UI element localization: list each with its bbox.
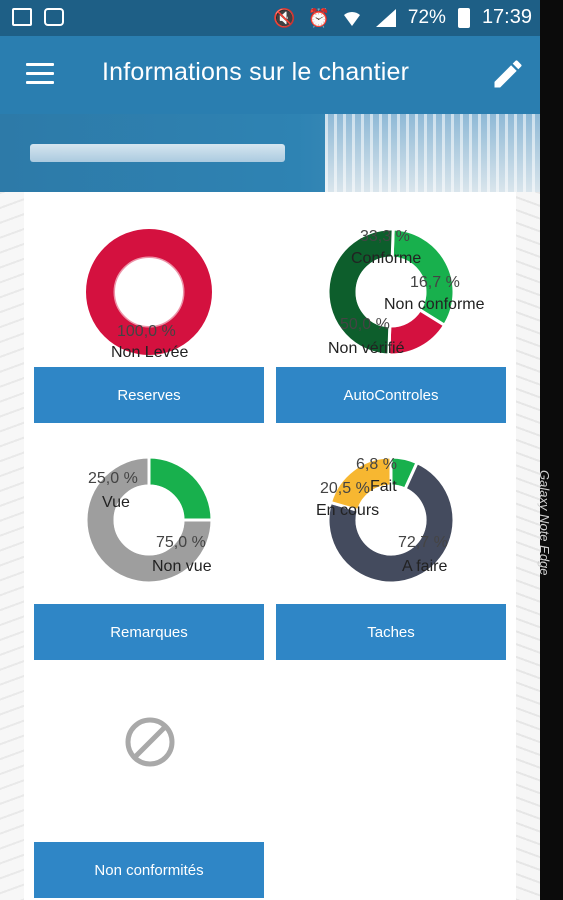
donut-slice-non-lev-e bbox=[86, 229, 212, 355]
banner-building-image bbox=[325, 114, 540, 192]
no-data-icon bbox=[125, 717, 175, 767]
device-edge-label: Galaxy Note Edge bbox=[537, 470, 552, 576]
autocontroles-series-label-2: Non vérifié bbox=[328, 340, 405, 357]
remarques-series-label-0: Vue bbox=[102, 494, 130, 511]
tile-remarques: 25,0 % Vue 75,0 % Non vue Remarques bbox=[34, 430, 264, 660]
taches-value-label-1: 72,7 % bbox=[398, 534, 448, 551]
signal-icon bbox=[375, 8, 396, 27]
gallery-icon bbox=[12, 8, 32, 26]
menu-icon[interactable] bbox=[26, 63, 54, 85]
dashboard-card: 100,0 % Non Levée Reserves 33,3 % Confor… bbox=[24, 192, 516, 900]
autocontroles-value-label-2: 50,0 % bbox=[340, 316, 390, 333]
remarques-value-label-0: 25,0 % bbox=[88, 470, 138, 487]
remarques-series-label-1: Non vue bbox=[152, 558, 212, 575]
autocontroles-donut bbox=[326, 227, 456, 357]
battery-icon bbox=[457, 7, 470, 28]
reserves-button[interactable]: Reserves bbox=[34, 367, 264, 423]
page-title: Informations sur le chantier bbox=[102, 58, 410, 86]
autocontroles-value-label-1: 16,7 % bbox=[410, 274, 460, 291]
taches-series-label-1: A faire bbox=[402, 558, 448, 575]
autocontroles-series-label-0: Conforme bbox=[351, 250, 422, 267]
alarm-icon: ⏰ bbox=[307, 7, 330, 28]
reserves-value-label-0: 100,0 % bbox=[117, 323, 176, 340]
tile-taches: 6,8 % Fait 20,5 % En cours 72,7 % A fair… bbox=[276, 430, 506, 660]
taches-series-label-0: Fait bbox=[370, 478, 397, 495]
remarques-chart: 25,0 % Vue 75,0 % Non vue bbox=[34, 430, 264, 602]
remarques-button[interactable]: Remarques bbox=[34, 604, 264, 660]
status-bar: 🔇 ⏰ 72% 17:39 bbox=[0, 0, 540, 36]
background-sketch-right bbox=[516, 192, 540, 900]
background-sketch-left bbox=[0, 192, 26, 900]
taches-donut bbox=[326, 455, 456, 585]
taches-chart: 6,8 % Fait 20,5 % En cours 72,7 % A fair… bbox=[276, 430, 506, 602]
tile-reserves: 100,0 % Non Levée Reserves bbox=[34, 192, 264, 423]
donut-hole bbox=[355, 484, 427, 556]
autocontroles-series-label-1: Non conforme bbox=[384, 296, 485, 313]
autocontroles-button[interactable]: AutoControles bbox=[276, 367, 506, 423]
taches-value-label-0: 6,8 % bbox=[356, 456, 397, 473]
reserves-donut bbox=[86, 229, 212, 355]
mute-icon: 🔇 bbox=[273, 7, 296, 28]
donut-slice-non-v-rifi- bbox=[326, 227, 395, 357]
battery-percent: 72% bbox=[407, 6, 446, 28]
device-edge: Galaxy Note Edge bbox=[537, 0, 563, 900]
donut-hole bbox=[113, 256, 185, 328]
taches-button[interactable]: Taches bbox=[276, 604, 506, 660]
header-banner-image bbox=[0, 114, 540, 192]
app-icon bbox=[44, 8, 64, 26]
non-conformites-empty bbox=[34, 668, 264, 840]
reserves-chart: 100,0 % Non Levée bbox=[34, 192, 264, 364]
clock: 17:39 bbox=[481, 6, 532, 28]
remarques-value-label-1: 75,0 % bbox=[156, 534, 206, 551]
reserves-series-label-0: Non Levée bbox=[111, 344, 189, 361]
taches-series-label-2: En cours bbox=[316, 502, 380, 519]
autocontroles-chart: 33,3 % Conforme 16,7 % Non conforme 50,0… bbox=[276, 192, 506, 364]
banner-logo bbox=[30, 144, 285, 162]
donut-hole bbox=[355, 256, 427, 328]
tile-non-conformites: Non conformités bbox=[34, 668, 264, 898]
tile-autocontroles: 33,3 % Conforme 16,7 % Non conforme 50,0… bbox=[276, 192, 506, 423]
non-conformites-button[interactable]: Non conformités bbox=[34, 842, 264, 898]
remarques-donut bbox=[84, 455, 214, 585]
app-bar: Informations sur le chantier bbox=[0, 36, 540, 114]
taches-value-label-2: 20,5 % bbox=[320, 480, 370, 497]
autocontroles-value-label-0: 33,3 % bbox=[360, 228, 410, 245]
edit-pencil-icon[interactable] bbox=[490, 56, 526, 92]
wifi-icon bbox=[343, 11, 360, 26]
donut-hole bbox=[113, 484, 185, 556]
